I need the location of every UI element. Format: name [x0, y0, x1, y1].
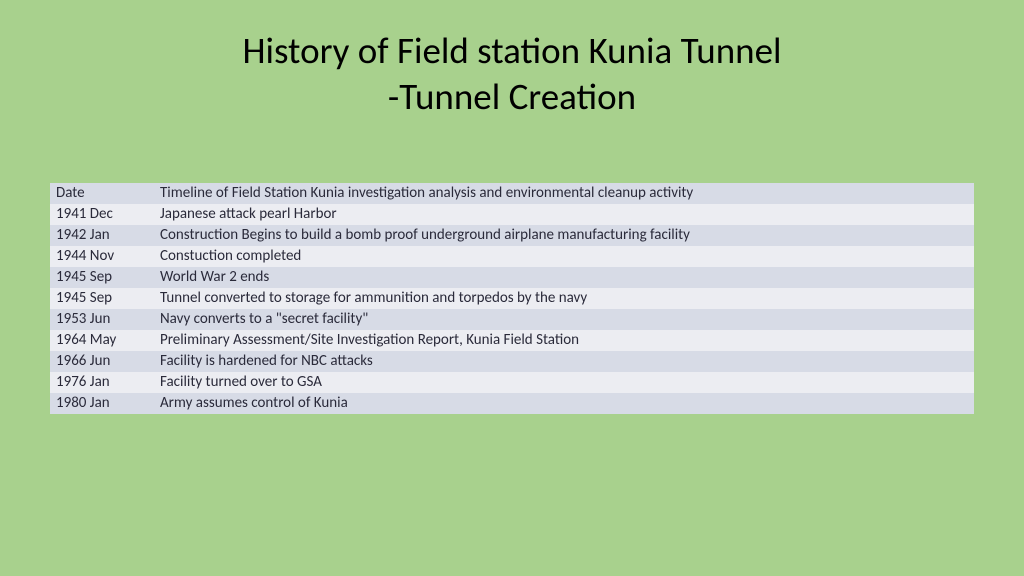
title-line-1: History of Field station Kunia Tunnel — [242, 28, 781, 73]
cell-date: 1976 Jan — [56, 373, 160, 391]
table-row: 1980 Jan Army assumes control of Kunia — [50, 393, 974, 414]
cell-desc: Navy converts to a "secret facility" — [160, 310, 968, 328]
table-header-row: Date Timeline of Field Station Kunia inv… — [50, 183, 974, 204]
header-desc: Timeline of Field Station Kunia investig… — [160, 184, 968, 202]
cell-desc: Facility is hardened for NBC attacks — [160, 352, 968, 370]
table-row: 1945 Sep Tunnel converted to storage for… — [50, 288, 974, 309]
slide: History of Field station Kunia Tunnel -T… — [0, 0, 1024, 576]
table-row: 1976 Jan Facility turned over to GSA — [50, 372, 974, 393]
table-row: 1941 Dec Japanese attack pearl Harbor — [50, 204, 974, 225]
table-row: 1942 Jan Construction Begins to build a … — [50, 225, 974, 246]
timeline-table: Date Timeline of Field Station Kunia inv… — [50, 183, 974, 414]
table-row: 1966 Jun Facility is hardened for NBC at… — [50, 351, 974, 372]
table-row: 1964 May Preliminary Assessment/Site Inv… — [50, 330, 974, 351]
table-row: 1953 Jun Navy converts to a "secret faci… — [50, 309, 974, 330]
cell-desc: World War 2 ends — [160, 268, 968, 286]
cell-date: 1945 Sep — [56, 289, 160, 307]
cell-date: 1941 Dec — [56, 205, 160, 223]
title-line-2: -Tunnel Creation — [388, 74, 636, 119]
slide-title: History of Field station Kunia Tunnel -T… — [50, 28, 974, 121]
cell-date: 1945 Sep — [56, 268, 160, 286]
table-row: 1945 Sep World War 2 ends — [50, 267, 974, 288]
cell-date: 1980 Jan — [56, 394, 160, 412]
cell-desc: Constuction completed — [160, 247, 968, 265]
cell-date: 1944 Nov — [56, 247, 160, 265]
cell-desc: Army assumes control of Kunia — [160, 394, 968, 412]
cell-date: 1966 Jun — [56, 352, 160, 370]
cell-date: 1964 May — [56, 331, 160, 349]
cell-desc: Japanese attack pearl Harbor — [160, 205, 968, 223]
table-row: 1944 Nov Constuction completed — [50, 246, 974, 267]
cell-date: 1953 Jun — [56, 310, 160, 328]
header-date: Date — [56, 184, 160, 202]
cell-desc: Construction Begins to build a bomb proo… — [160, 226, 968, 244]
cell-desc: Preliminary Assessment/Site Investigatio… — [160, 331, 968, 349]
cell-date: 1942 Jan — [56, 226, 160, 244]
cell-desc: Facility turned over to GSA — [160, 373, 968, 391]
cell-desc: Tunnel converted to storage for ammuniti… — [160, 289, 968, 307]
